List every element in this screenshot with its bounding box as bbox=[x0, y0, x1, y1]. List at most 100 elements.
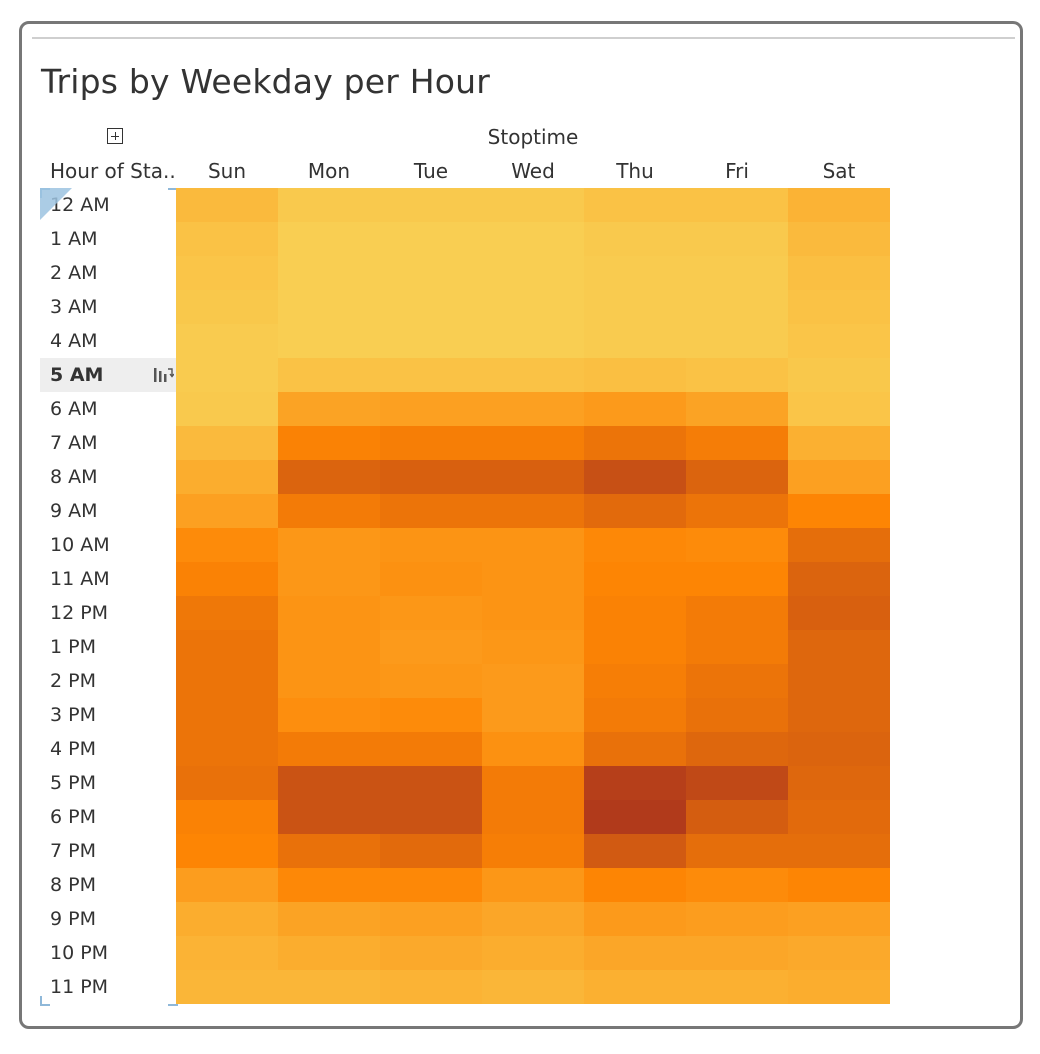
heat-cell-wed-6-pm[interactable] bbox=[482, 800, 584, 834]
heat-cell-mon-5-am[interactable] bbox=[278, 358, 380, 392]
heat-cell-fri-5-am[interactable] bbox=[686, 358, 788, 392]
heat-cell-sun-4-pm[interactable] bbox=[176, 732, 278, 766]
heat-cell-wed-8-pm[interactable] bbox=[482, 868, 584, 902]
heat-cell-sun-11-pm[interactable] bbox=[176, 970, 278, 1004]
heat-cell-tue-3-pm[interactable] bbox=[380, 698, 482, 732]
heat-cell-thu-9-am[interactable] bbox=[584, 494, 686, 528]
heat-cell-tue-12-pm[interactable] bbox=[380, 596, 482, 630]
heat-cell-sat-12-am[interactable] bbox=[788, 188, 890, 222]
row-header-12-pm[interactable]: 12 PM bbox=[50, 602, 109, 624]
column-header-tue[interactable]: Tue bbox=[413, 159, 449, 183]
heat-cell-wed-11-am[interactable] bbox=[482, 562, 584, 596]
heat-cell-sun-8-am[interactable] bbox=[176, 460, 278, 494]
heat-cell-sun-7-pm[interactable] bbox=[176, 834, 278, 868]
heat-cell-wed-2-pm[interactable] bbox=[482, 664, 584, 698]
heat-cell-sat-4-am[interactable] bbox=[788, 324, 890, 358]
heat-cell-sat-3-am[interactable] bbox=[788, 290, 890, 324]
heat-cell-sun-9-pm[interactable] bbox=[176, 902, 278, 936]
heat-cell-fri-2-pm[interactable] bbox=[686, 664, 788, 698]
heat-cell-tue-2-am[interactable] bbox=[380, 256, 482, 290]
heat-cell-fri-10-am[interactable] bbox=[686, 528, 788, 562]
heat-cell-thu-7-am[interactable] bbox=[584, 426, 686, 460]
heat-cell-fri-2-am[interactable] bbox=[686, 256, 788, 290]
row-header-9-am[interactable]: 9 AM bbox=[50, 500, 98, 522]
heat-cell-sun-9-am[interactable] bbox=[176, 494, 278, 528]
heat-cell-thu-10-pm[interactable] bbox=[584, 936, 686, 970]
heat-cell-thu-9-pm[interactable] bbox=[584, 902, 686, 936]
heat-cell-thu-12-pm[interactable] bbox=[584, 596, 686, 630]
heat-cell-wed-4-am[interactable] bbox=[482, 324, 584, 358]
heat-cell-wed-7-am[interactable] bbox=[482, 426, 584, 460]
heat-cell-sun-3-am[interactable] bbox=[176, 290, 278, 324]
heat-cell-tue-9-pm[interactable] bbox=[380, 902, 482, 936]
heat-cell-mon-5-pm[interactable] bbox=[278, 766, 380, 800]
heat-cell-tue-4-pm[interactable] bbox=[380, 732, 482, 766]
heat-cell-wed-12-pm[interactable] bbox=[482, 596, 584, 630]
heat-cell-sat-6-am[interactable] bbox=[788, 392, 890, 426]
heat-cell-tue-6-am[interactable] bbox=[380, 392, 482, 426]
row-header-1-am[interactable]: 1 AM bbox=[50, 228, 98, 250]
heat-cell-sat-2-am[interactable] bbox=[788, 256, 890, 290]
heat-cell-sun-12-pm[interactable] bbox=[176, 596, 278, 630]
row-header-11-pm[interactable]: 11 PM bbox=[50, 976, 109, 998]
heat-cell-sun-10-pm[interactable] bbox=[176, 936, 278, 970]
heat-cell-sun-1-pm[interactable] bbox=[176, 630, 278, 664]
heat-cell-mon-8-pm[interactable] bbox=[278, 868, 380, 902]
heat-cell-fri-3-pm[interactable] bbox=[686, 698, 788, 732]
heat-cell-wed-9-pm[interactable] bbox=[482, 902, 584, 936]
heat-cell-mon-6-am[interactable] bbox=[278, 392, 380, 426]
heat-cell-fri-1-pm[interactable] bbox=[686, 630, 788, 664]
heat-cell-sat-3-pm[interactable] bbox=[788, 698, 890, 732]
heat-cell-sat-12-pm[interactable] bbox=[788, 596, 890, 630]
heat-cell-sun-12-am[interactable] bbox=[176, 188, 278, 222]
heat-cell-sat-10-am[interactable] bbox=[788, 528, 890, 562]
heat-cell-mon-11-am[interactable] bbox=[278, 562, 380, 596]
column-header-mon[interactable]: Mon bbox=[307, 159, 351, 183]
heat-cell-tue-9-am[interactable] bbox=[380, 494, 482, 528]
heat-cell-thu-1-am[interactable] bbox=[584, 222, 686, 256]
heat-cell-mon-4-am[interactable] bbox=[278, 324, 380, 358]
heat-cell-tue-7-am[interactable] bbox=[380, 426, 482, 460]
heat-cell-wed-2-am[interactable] bbox=[482, 256, 584, 290]
heat-cell-fri-8-pm[interactable] bbox=[686, 868, 788, 902]
heat-cell-wed-7-pm[interactable] bbox=[482, 834, 584, 868]
heat-cell-sat-5-am[interactable] bbox=[788, 358, 890, 392]
heat-cell-thu-6-am[interactable] bbox=[584, 392, 686, 426]
heat-cell-mon-7-am[interactable] bbox=[278, 426, 380, 460]
heat-cell-wed-8-am[interactable] bbox=[482, 460, 584, 494]
heat-cell-wed-4-pm[interactable] bbox=[482, 732, 584, 766]
heat-cell-wed-1-pm[interactable] bbox=[482, 630, 584, 664]
heat-cell-wed-5-am[interactable] bbox=[482, 358, 584, 392]
row-header-11-am[interactable]: 11 AM bbox=[50, 568, 110, 590]
heat-cell-tue-11-am[interactable] bbox=[380, 562, 482, 596]
heat-cell-mon-2-am[interactable] bbox=[278, 256, 380, 290]
row-header-1-pm[interactable]: 1 PM bbox=[50, 636, 96, 658]
heat-cell-fri-7-pm[interactable] bbox=[686, 834, 788, 868]
heat-cell-sat-8-pm[interactable] bbox=[788, 868, 890, 902]
heat-cell-wed-9-am[interactable] bbox=[482, 494, 584, 528]
heat-cell-fri-8-am[interactable] bbox=[686, 460, 788, 494]
column-header-fri[interactable]: Fri bbox=[725, 159, 749, 183]
heat-cell-sun-1-am[interactable] bbox=[176, 222, 278, 256]
heat-cell-sat-4-pm[interactable] bbox=[788, 732, 890, 766]
heat-cell-mon-12-pm[interactable] bbox=[278, 596, 380, 630]
column-header-thu[interactable]: Thu bbox=[616, 159, 654, 183]
heat-cell-thu-12-am[interactable] bbox=[584, 188, 686, 222]
heat-cell-fri-12-am[interactable] bbox=[686, 188, 788, 222]
heat-cell-mon-7-pm[interactable] bbox=[278, 834, 380, 868]
heat-cell-tue-10-am[interactable] bbox=[380, 528, 482, 562]
heat-cell-wed-10-pm[interactable] bbox=[482, 936, 584, 970]
sort-bars-icon[interactable] bbox=[152, 358, 174, 392]
row-header-7-am[interactable]: 7 AM bbox=[50, 432, 98, 454]
heat-cell-sun-6-pm[interactable] bbox=[176, 800, 278, 834]
heat-cell-sat-7-pm[interactable] bbox=[788, 834, 890, 868]
column-header-sun[interactable]: Sun bbox=[207, 159, 247, 183]
heat-cell-wed-3-pm[interactable] bbox=[482, 698, 584, 732]
heat-cell-wed-11-pm[interactable] bbox=[482, 970, 584, 1004]
heat-cell-fri-3-am[interactable] bbox=[686, 290, 788, 324]
heat-cell-sun-2-pm[interactable] bbox=[176, 664, 278, 698]
heat-cell-mon-4-pm[interactable] bbox=[278, 732, 380, 766]
column-header-wed[interactable]: Wed bbox=[511, 159, 555, 183]
heat-cell-sat-11-am[interactable] bbox=[788, 562, 890, 596]
heat-cell-tue-5-pm[interactable] bbox=[380, 766, 482, 800]
